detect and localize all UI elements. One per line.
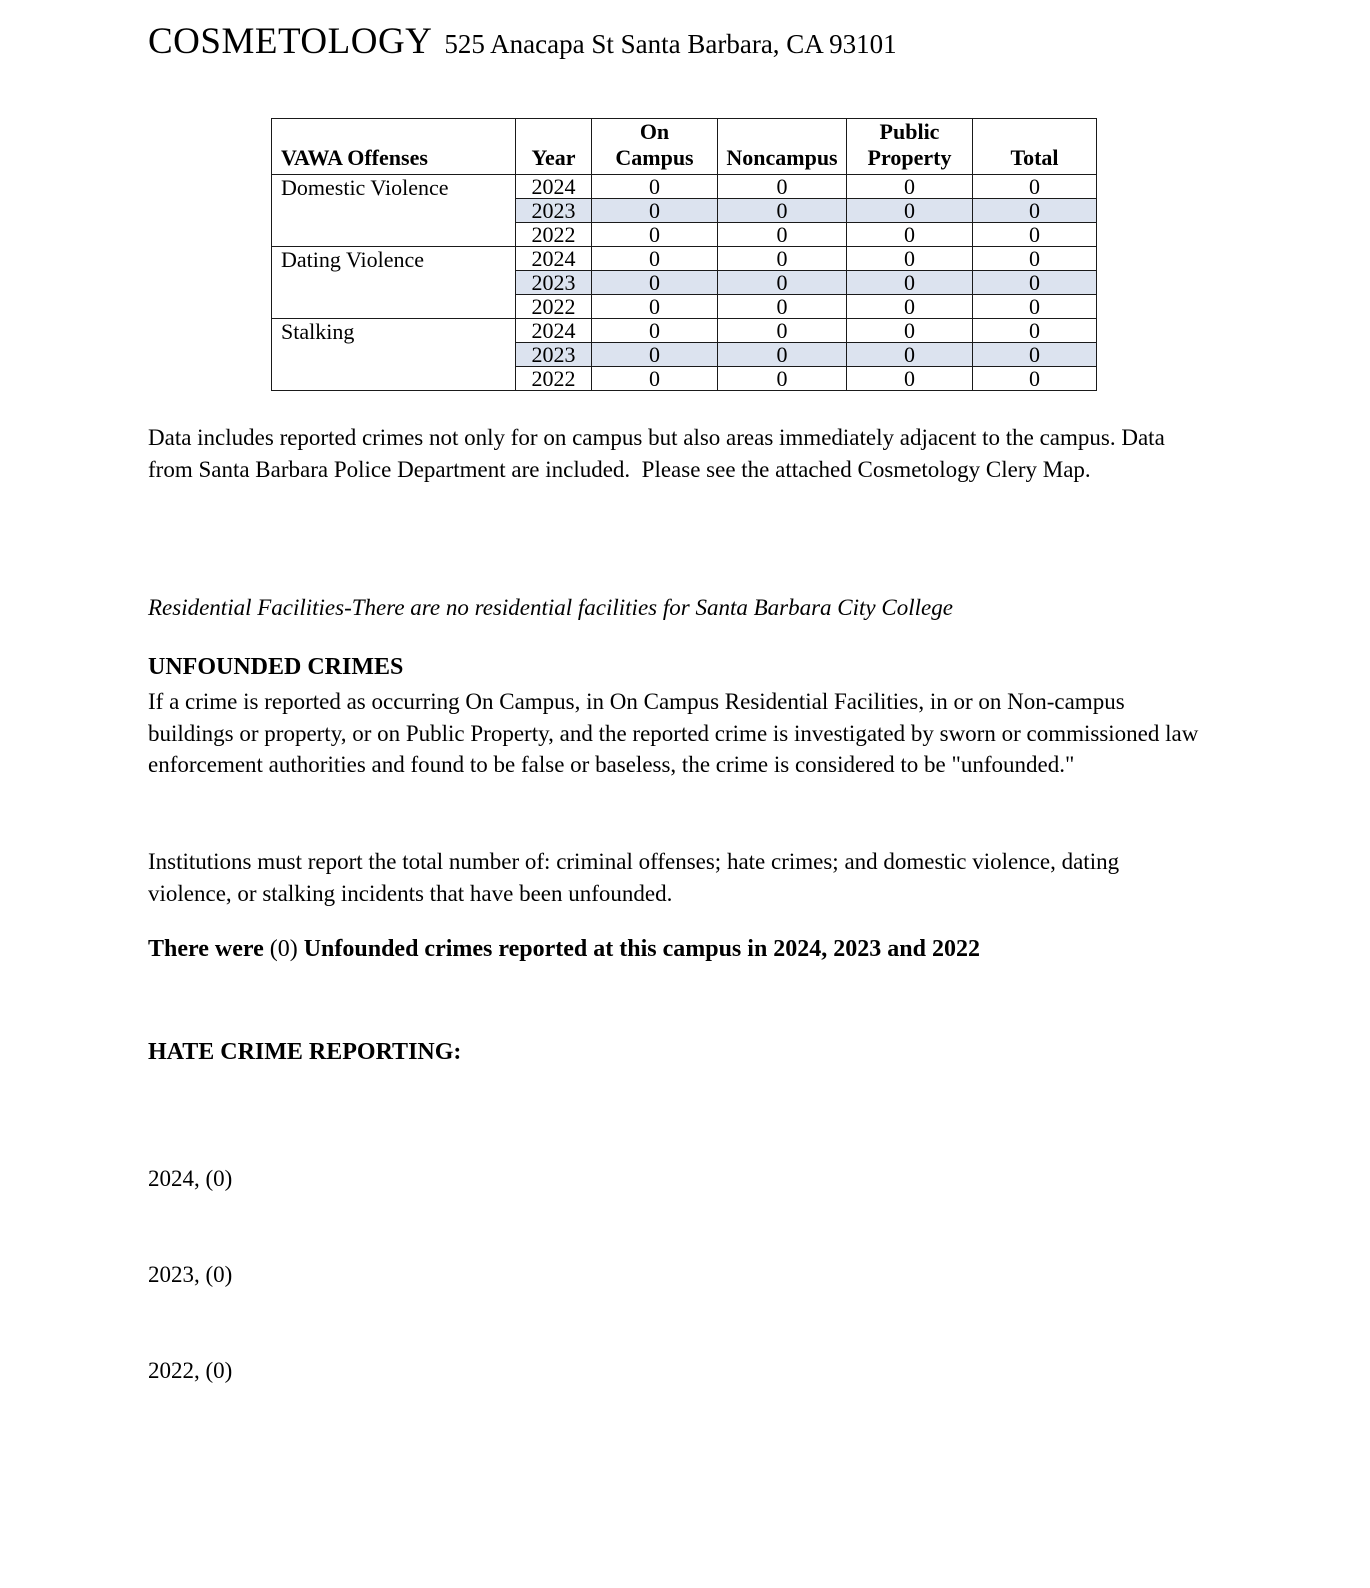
- value-cell: 0: [717, 222, 847, 247]
- campus-title: COSMETOLOGY: [148, 21, 433, 62]
- hate-crime-heading: HATE CRIME REPORTING:: [148, 1039, 462, 1065]
- data-note-paragraph: Data includes reported crimes not only f…: [148, 425, 1171, 482]
- year-cell: 2024: [515, 246, 592, 271]
- unfounded-summary-line: There were (0) Unfounded crimes reported…: [148, 934, 1206, 966]
- value-cell: 0: [591, 294, 718, 319]
- value-cell: 0: [591, 174, 718, 199]
- value-cell: 0: [717, 198, 847, 223]
- value-cell: 0: [591, 198, 718, 223]
- value-cell: 0: [717, 366, 847, 391]
- value-cell: 0: [717, 294, 847, 319]
- institutions-paragraph: Institutions must report the total numbe…: [148, 849, 1125, 906]
- value-cell: 0: [846, 366, 973, 391]
- year-cell: 2023: [515, 342, 592, 367]
- value-cell: 0: [717, 342, 847, 367]
- value-cell: 0: [972, 270, 1097, 295]
- header-year: Year: [515, 118, 592, 175]
- table-row: 2023 0 0 0 0: [272, 198, 1097, 223]
- year-cell: 2022: [515, 366, 592, 391]
- unfounded-crimes-paragraph: If a crime is reported as occurring On C…: [148, 689, 1205, 777]
- year-cell: 2023: [515, 198, 592, 223]
- unfounded-summary-prefix: There were: [148, 936, 270, 962]
- value-cell: 0: [591, 222, 718, 247]
- table-row: 2023 0 0 0 0: [272, 342, 1097, 367]
- value-cell: 0: [972, 222, 1097, 247]
- table-row: 2022 0 0 0 0: [272, 294, 1097, 319]
- value-cell: 0: [717, 174, 847, 199]
- offense-cell: Dating Violence: [271, 246, 516, 319]
- year-cell: 2024: [515, 174, 592, 199]
- value-cell: 0: [591, 342, 718, 367]
- value-cell: 0: [972, 342, 1097, 367]
- value-cell: 0: [972, 318, 1097, 343]
- year-cell: 2022: [515, 222, 592, 247]
- value-cell: 0: [972, 294, 1097, 319]
- value-cell: 0: [717, 246, 847, 271]
- hate-crime-line: 2023, (0): [148, 1262, 233, 1287]
- hate-crime-line: 2024, (0): [148, 1166, 233, 1191]
- table-row: Stalking 2024 0 0 0 0: [271, 318, 1097, 391]
- header-noncampus: Noncampus: [717, 118, 847, 175]
- value-cell: 0: [717, 270, 847, 295]
- value-cell: 0: [846, 222, 973, 247]
- value-cell: 0: [846, 342, 973, 367]
- unfounded-crimes-heading: UNFOUNDED CRIMES: [148, 654, 404, 680]
- value-cell: 0: [846, 270, 973, 295]
- table-row: 2022 0 0 0 0: [272, 222, 1097, 247]
- vawa-offenses-table: VAWA Offenses Year On Campus Noncampus P…: [271, 118, 1097, 391]
- header-total: Total: [972, 118, 1097, 175]
- unfounded-summary-suffix: Unfounded crimes reported at this campus…: [297, 936, 980, 962]
- unfounded-summary-count: (0): [269, 936, 298, 962]
- offense-cell: Stalking: [271, 318, 516, 391]
- value-cell: 0: [591, 270, 718, 295]
- hate-crime-line: 2022, (0): [148, 1358, 233, 1383]
- value-cell: 0: [591, 366, 718, 391]
- header-vawa-offenses: VAWA Offenses: [271, 118, 516, 175]
- value-cell: 0: [972, 174, 1097, 199]
- value-cell: 0: [972, 246, 1097, 271]
- table-row: Domestic Violence 2024 0 0 0 0: [271, 174, 1097, 247]
- table-row: 2022 0 0 0 0: [272, 366, 1097, 391]
- value-cell: 0: [972, 366, 1097, 391]
- value-cell: 0: [591, 318, 718, 343]
- year-cell: 2023: [515, 270, 592, 295]
- value-cell: 0: [846, 198, 973, 223]
- page-header: COSMETOLOGY 525 Anacapa St Santa Barbara,…: [148, 20, 897, 63]
- value-cell: 0: [972, 198, 1097, 223]
- table-row: Dating Violence 2024 0 0 0 0: [271, 246, 1097, 319]
- table-row: 2023 0 0 0 0: [272, 270, 1097, 295]
- header-public-property: Public Property: [846, 118, 973, 175]
- campus-address: 525 Anacapa St Santa Barbara, CA 93101: [444, 29, 897, 59]
- value-cell: 0: [591, 246, 718, 271]
- vawa-offenses-table-container: VAWA Offenses Year On Campus Noncampus P…: [271, 118, 1097, 391]
- offense-cell: Domestic Violence: [271, 174, 516, 247]
- table-header-row: VAWA Offenses Year On Campus Noncampus P…: [271, 118, 1097, 175]
- value-cell: 0: [846, 174, 973, 199]
- value-cell: 0: [846, 294, 973, 319]
- value-cell: 0: [846, 246, 973, 271]
- header-on-campus: On Campus: [591, 118, 718, 175]
- hate-crime-list: 2024, (0) 2023, (0) 2022, (0): [148, 1099, 1206, 1451]
- value-cell: 0: [846, 318, 973, 343]
- value-cell: 0: [717, 318, 847, 343]
- year-cell: 2024: [515, 318, 592, 343]
- year-cell: 2022: [515, 294, 592, 319]
- residential-facilities-note: Residential Facilities-There are no resi…: [148, 595, 953, 620]
